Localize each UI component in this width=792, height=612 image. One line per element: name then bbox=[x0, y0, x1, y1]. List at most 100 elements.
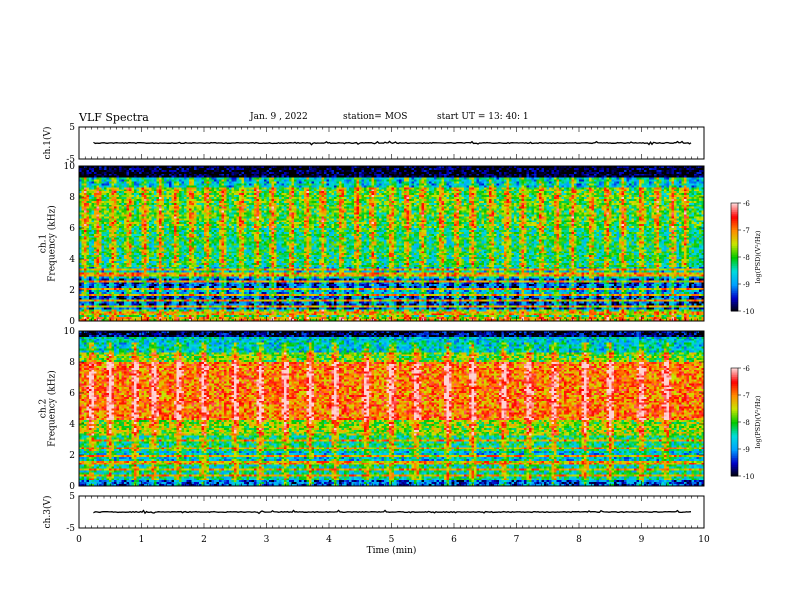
colorbar-cell bbox=[731, 387, 738, 391]
x-tick-label: 7 bbox=[514, 535, 520, 545]
station-label: station= MOS bbox=[343, 112, 408, 122]
colorbar-cell bbox=[731, 239, 738, 242]
colorbar-cell bbox=[731, 210, 738, 213]
colorbar-cell bbox=[731, 262, 738, 265]
spectrogram-ch1-image bbox=[79, 166, 704, 321]
colorbar-cell bbox=[731, 226, 738, 229]
colorbar-cell bbox=[731, 429, 738, 432]
x-tick-label: 9 bbox=[639, 535, 645, 545]
colorbar-cell bbox=[731, 264, 738, 267]
spectrogram-ch1-ytick-label: 6 bbox=[69, 224, 75, 234]
colorbar-cell bbox=[731, 378, 738, 382]
spectrogram-ch2-ytick-label: 4 bbox=[69, 420, 75, 430]
colorbar-cell bbox=[731, 423, 738, 427]
colorbar-cell bbox=[731, 420, 738, 423]
colorbar-tick-label: -9 bbox=[743, 446, 750, 454]
colorbar-cell bbox=[731, 438, 738, 441]
waveform-ch3-ytick-label: -5 bbox=[66, 524, 75, 534]
colorbar-cell bbox=[731, 213, 738, 217]
colorbar-cell bbox=[731, 450, 738, 454]
colorbar-tick-label: -10 bbox=[743, 308, 754, 316]
colorbar-cell bbox=[731, 386, 738, 389]
colorbar-cell bbox=[731, 402, 738, 405]
colorbar-cell bbox=[731, 206, 738, 209]
colorbar-cell bbox=[731, 382, 738, 385]
colorbar-tick-label: -7 bbox=[743, 392, 750, 400]
colorbar-cell bbox=[731, 307, 738, 310]
colorbar-cell bbox=[731, 271, 738, 274]
x-tick-label: 3 bbox=[264, 535, 270, 545]
colorbar-cell bbox=[731, 395, 738, 398]
colorbar-cell bbox=[731, 373, 738, 376]
spectrogram-ch2-ytick-label: 10 bbox=[64, 327, 76, 337]
colorbar-tick-label: -9 bbox=[743, 281, 750, 289]
colorbar-cell bbox=[731, 255, 738, 258]
colorbar-cell bbox=[731, 267, 738, 271]
colorbar-cell bbox=[731, 461, 738, 464]
chart-title: VLF Spectra bbox=[79, 111, 149, 124]
colorbar-cell bbox=[731, 303, 738, 307]
colorbar-cell bbox=[731, 371, 738, 374]
spectrogram-ch2-ytick-label: 0 bbox=[69, 482, 75, 492]
start-time-label: start UT = 13: 40: 1 bbox=[437, 112, 529, 122]
spectrogram-ch1-ylabel: Frequency (kHz) bbox=[47, 205, 58, 282]
colorbar-cell bbox=[731, 407, 738, 410]
colorbar-cell bbox=[731, 445, 738, 448]
colorbar-cell bbox=[731, 309, 738, 312]
spectrogram-ch2-ylabel: ch.2 bbox=[39, 399, 49, 418]
colorbar-cell bbox=[731, 465, 738, 468]
spectrogram-ch2-ytick-label: 6 bbox=[69, 389, 75, 399]
waveform-ch1-ytick-label: 5 bbox=[69, 123, 75, 133]
colorbar-cell bbox=[731, 204, 738, 208]
spectrogram-ch1-ytick-label: 10 bbox=[64, 162, 76, 172]
colorbar-cell bbox=[731, 400, 738, 403]
colorbar-tick-label: -8 bbox=[743, 419, 750, 427]
colorbar-cell bbox=[731, 375, 738, 378]
colorbar-cell bbox=[731, 368, 738, 371]
colorbar-cell bbox=[731, 422, 738, 425]
colorbar-cell bbox=[731, 208, 738, 211]
spectrogram-ch2-ylabel: Frequency (kHz) bbox=[47, 370, 58, 447]
colorbar-cell bbox=[731, 258, 738, 262]
colorbar-cell bbox=[731, 470, 738, 473]
waveform-ch3-ytick-label: 5 bbox=[69, 492, 75, 502]
colorbar-cell bbox=[731, 468, 738, 472]
spectrogram-ch2-ytick-label: 8 bbox=[69, 358, 75, 368]
colorbar-cell bbox=[731, 242, 738, 245]
colorbar-cell bbox=[731, 203, 738, 206]
colorbar-cell bbox=[731, 275, 738, 278]
colorbar-cell bbox=[731, 459, 738, 463]
colorbar-cell bbox=[731, 436, 738, 439]
date-label: Jan. 9 , 2022 bbox=[250, 112, 308, 122]
colorbar-cell bbox=[731, 249, 738, 253]
colorbar-cell bbox=[731, 305, 738, 308]
x-tick-label: 1 bbox=[139, 535, 145, 545]
colorbar-cell bbox=[731, 418, 738, 421]
colorbar-cell bbox=[731, 405, 738, 409]
x-tick-label: 10 bbox=[698, 535, 710, 545]
spectrogram-ch2-colorbar: -6 -7 -8 -9 -10 log(PSD)(V²/Hz) bbox=[730, 365, 762, 481]
colorbar-cell bbox=[731, 219, 738, 222]
colorbar-tick-label: -6 bbox=[743, 200, 750, 208]
colorbar-cell bbox=[731, 434, 738, 437]
colorbar-cell bbox=[731, 222, 738, 226]
colorbar-cell bbox=[731, 467, 738, 470]
colorbar-cell bbox=[731, 396, 738, 400]
colorbar-cell bbox=[731, 302, 738, 305]
colorbar-cell bbox=[731, 432, 738, 436]
colorbar-cell bbox=[731, 248, 738, 251]
colorbar-tick-label: -8 bbox=[743, 254, 750, 262]
colorbar-tick-label: -6 bbox=[743, 365, 750, 373]
colorbar-cell bbox=[731, 391, 738, 394]
waveform-ch1-ytick-label: -5 bbox=[66, 155, 75, 165]
colorbar-cell bbox=[731, 253, 738, 256]
colorbar-cell bbox=[731, 240, 738, 244]
colorbar-cell bbox=[731, 280, 738, 283]
colorbar-cell bbox=[731, 369, 738, 373]
colorbar-cell bbox=[731, 217, 738, 220]
colorbar-cell bbox=[731, 269, 738, 272]
x-tick-label: 8 bbox=[576, 535, 582, 545]
colorbar-cell bbox=[731, 282, 738, 285]
colorbar-cell bbox=[731, 233, 738, 236]
